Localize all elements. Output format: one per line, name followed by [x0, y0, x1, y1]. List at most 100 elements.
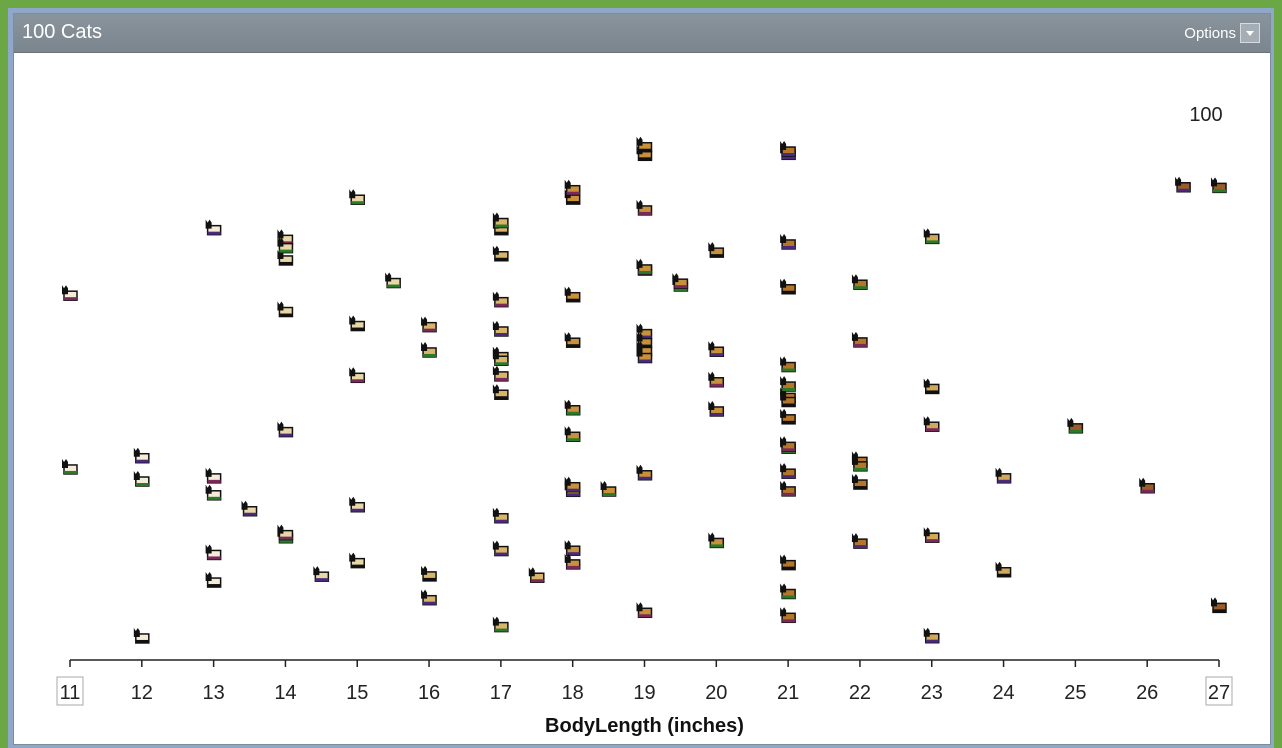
cat-icon[interactable] [923, 627, 940, 644]
cat-icon[interactable] [492, 350, 509, 367]
cat-icon[interactable] [780, 278, 796, 295]
axis-bound-box[interactable] [1205, 676, 1233, 706]
cat-icon[interactable] [780, 463, 796, 479]
cat-icon[interactable] [780, 408, 796, 425]
cat-icon[interactable] [277, 237, 294, 254]
cat-icon[interactable] [421, 341, 437, 358]
cat-icon[interactable] [672, 273, 689, 289]
cat-icon[interactable] [780, 376, 796, 392]
x-axis-title[interactable]: BodyLength (inches) [545, 715, 744, 737]
cat-icon[interactable] [133, 627, 150, 644]
cat-icon[interactable] [349, 367, 365, 384]
cat-icon[interactable] [995, 561, 1012, 578]
cat-icon[interactable] [277, 421, 294, 438]
cat-icon[interactable] [564, 540, 581, 556]
cat-icon[interactable] [564, 553, 581, 570]
cat-icon[interactable] [492, 540, 509, 557]
cat-icon[interactable] [708, 341, 725, 357]
cat-icon[interactable] [636, 347, 653, 364]
cat-icon[interactable] [1211, 597, 1227, 614]
cat-icon[interactable] [708, 400, 725, 417]
x-tick-label: 14 [274, 682, 296, 704]
cat-icon[interactable] [205, 484, 222, 501]
cat-icon[interactable] [492, 320, 509, 337]
cat-icon[interactable] [600, 481, 617, 497]
cat-icon[interactable] [708, 242, 725, 258]
cat-icon[interactable] [636, 602, 653, 619]
cat-icon[interactable] [851, 474, 868, 490]
cat-icon[interactable] [62, 285, 78, 301]
cat-icon[interactable] [1139, 477, 1155, 494]
cat-icon[interactable] [385, 272, 401, 289]
cat-icon[interactable] [492, 212, 509, 229]
cat-icon[interactable] [349, 496, 365, 513]
title-bar[interactable]: 100 Cats Options [14, 14, 1270, 53]
cat-icon[interactable] [492, 291, 509, 308]
cat-icon[interactable] [528, 567, 545, 583]
cat-icon[interactable] [636, 136, 653, 153]
cat-icon[interactable] [349, 552, 365, 569]
cat-icon[interactable] [780, 436, 796, 453]
cat-icon[interactable] [421, 565, 437, 582]
cat-icon[interactable] [780, 141, 796, 157]
cat-icon[interactable] [923, 378, 940, 395]
cat-icon[interactable] [851, 533, 868, 549]
cat-icon[interactable] [1067, 417, 1084, 434]
cat-icon[interactable] [636, 258, 653, 275]
cat-icon[interactable] [780, 554, 796, 571]
x-tick-label: 12 [131, 682, 153, 704]
cat-icon[interactable] [205, 219, 222, 236]
cat-icon[interactable] [492, 507, 509, 524]
cat-icon[interactable] [313, 566, 330, 582]
options-button[interactable]: Options [1184, 22, 1260, 44]
cat-icon[interactable] [564, 476, 581, 493]
axis-bound-box[interactable] [56, 676, 84, 706]
cat-icon[interactable] [62, 458, 78, 475]
cat-icon[interactable] [205, 467, 222, 484]
cat-icon[interactable] [636, 199, 653, 216]
cat-icon[interactable] [492, 616, 509, 633]
cat-icon[interactable] [421, 316, 437, 333]
cat-icon[interactable] [780, 480, 796, 497]
cat-icon[interactable] [492, 365, 509, 382]
cat-icon[interactable] [564, 179, 581, 196]
cat-icon[interactable] [780, 607, 796, 624]
cat-icon[interactable] [205, 572, 222, 588]
x-tick-label: 21 [777, 682, 799, 704]
cat-icon[interactable] [780, 233, 796, 250]
cat-icon[interactable] [133, 447, 150, 464]
cat-icon[interactable] [851, 331, 868, 348]
cat-icon[interactable] [241, 500, 258, 517]
cat-icon[interactable] [277, 229, 294, 246]
cat-icon[interactable] [1175, 176, 1191, 193]
cat-icon[interactable] [995, 467, 1012, 484]
cat-icon[interactable] [851, 455, 868, 472]
cat-icon[interactable] [780, 391, 796, 408]
cat-icon[interactable] [780, 583, 796, 600]
cat-icon[interactable] [277, 301, 294, 318]
cat-icon[interactable] [349, 315, 365, 332]
cat-icon[interactable] [636, 464, 653, 481]
cat-icon[interactable] [780, 356, 796, 373]
cat-icon[interactable] [923, 228, 940, 245]
cat-icon[interactable] [133, 471, 150, 487]
cat-icon[interactable] [564, 286, 581, 303]
cat-icon[interactable] [851, 274, 868, 290]
chevron-down-icon[interactable] [1240, 23, 1260, 43]
cat-icon[interactable] [923, 416, 940, 432]
cat-icon[interactable] [277, 524, 294, 541]
cat-icon[interactable] [349, 189, 365, 205]
dot-plot[interactable]: 11 12 13 14 15 16 17 18 19 20 21 22 23 24 25 26 27 100 B… [14, 14, 1270, 744]
cat-icon[interactable] [564, 332, 581, 348]
cat-icon[interactable] [205, 544, 222, 561]
cat-icon[interactable] [636, 332, 653, 349]
cat-icon[interactable] [421, 589, 437, 606]
cat-icon[interactable] [708, 371, 725, 388]
cat-icon[interactable] [923, 527, 940, 543]
cat-icon[interactable] [564, 399, 581, 416]
cat-icon[interactable] [492, 384, 509, 400]
cat-icon[interactable] [1211, 177, 1227, 194]
cat-icon[interactable] [564, 426, 581, 443]
cat-icon[interactable] [708, 532, 725, 549]
cat-icon[interactable] [492, 245, 509, 262]
